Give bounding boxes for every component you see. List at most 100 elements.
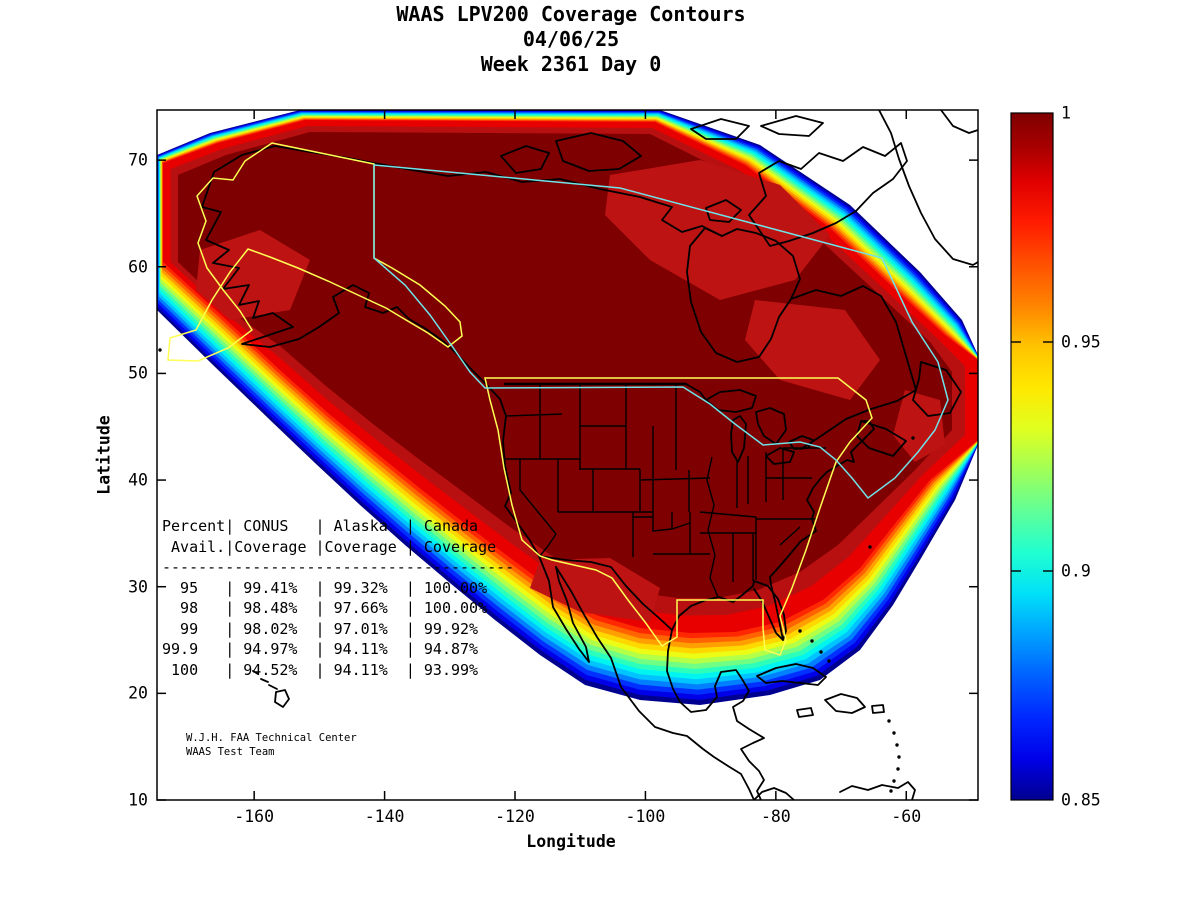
coastline-path — [252, 670, 278, 690]
coastline-path — [555, 566, 755, 800]
state-border — [538, 533, 557, 558]
x-tick-label: -100 — [625, 807, 666, 826]
coverage-table-row: 98 | 98.48% | 97.66% | 100.00% — [162, 599, 488, 617]
attribution-text: W.J.H. FAA Technical Center WAAS Test Tea… — [186, 731, 357, 759]
coastline-path — [769, 420, 875, 641]
attribution-line: WAAS Test Team — [186, 746, 275, 758]
colorbar-tick-label: 0.95 — [1061, 332, 1101, 352]
alaska-service-volume-boundary — [167, 142, 463, 362]
colorbar-tick-label: 0.9 — [1061, 561, 1091, 581]
coastline-path — [538, 555, 673, 631]
coastline-path — [912, 361, 962, 417]
state-borders — [504, 384, 826, 598]
coastline-path — [753, 787, 795, 800]
x-tick-label: -80 — [760, 807, 791, 826]
coverage-table-row: 99 | 98.02% | 97.01% | 99.92% — [162, 619, 479, 638]
contour-core-patch — [605, 160, 830, 300]
coastline-path — [796, 707, 814, 718]
island-dot — [887, 719, 891, 723]
coastline-path — [201, 145, 486, 384]
title-line-2: 04/06/25 — [522, 27, 620, 51]
y-tick-label: 10 — [128, 790, 148, 810]
island-dot — [868, 545, 872, 549]
island-dot — [798, 629, 802, 633]
y-tick-label: 50 — [128, 363, 148, 383]
coastline-path — [484, 382, 540, 557]
coastline-path — [685, 383, 707, 401]
island-dot — [810, 639, 814, 643]
coastline-path — [686, 227, 801, 363]
coastline-path — [274, 689, 290, 708]
island-dot — [889, 789, 893, 793]
coverage-table-row: 95 | 99.41% | 99.32% | 100.00% — [162, 578, 488, 597]
alaska-boundary-path — [167, 142, 463, 362]
title-line-1: WAAS LPV200 Coverage Contours — [396, 2, 746, 26]
state-border — [639, 477, 711, 481]
coastline-path — [839, 781, 916, 800]
island-dot — [827, 659, 831, 663]
island-dot — [892, 779, 896, 783]
coastline-path — [705, 199, 742, 223]
island-dot — [896, 767, 900, 771]
axes-box — [156, 109, 979, 801]
coastline-path — [538, 555, 590, 663]
coastline-path — [705, 389, 757, 413]
coastline-path — [500, 145, 550, 174]
island-dot — [895, 743, 899, 747]
coastline-path — [555, 132, 642, 172]
state-border — [504, 413, 563, 417]
coastline-path — [756, 663, 827, 686]
contour-core-patch — [530, 558, 660, 622]
contour-core-patch — [893, 390, 945, 462]
coastline-path — [856, 420, 907, 457]
x-tick-label: -60 — [891, 807, 922, 826]
coverage-table-header: Avail.|Coverage |Coverage | Coverage — [162, 537, 497, 556]
coastline-path — [790, 285, 917, 450]
x-tick-label: -160 — [234, 807, 275, 826]
title-line-3: Week 2361 Day 0 — [480, 52, 662, 76]
state-border — [706, 456, 719, 598]
coastline-path — [730, 415, 747, 463]
coastline-path — [671, 580, 787, 641]
coastlines — [201, 110, 978, 800]
canada-boundary-path — [373, 164, 949, 500]
x-axis-label: Longitude — [526, 832, 616, 851]
x-tick-label: -120 — [495, 807, 535, 826]
coverage-table-row: 100 | 94.52% | 94.11% | 93.99% — [162, 660, 479, 679]
small-islands — [158, 348, 915, 793]
coastline-path — [760, 115, 824, 137]
plot-title: WAAS LPV200 Coverage Contours 04/06/25 W… — [157, 2, 985, 77]
state-border — [652, 512, 691, 532]
y-tick-label: 60 — [128, 257, 148, 277]
y-tick-label: 30 — [128, 577, 148, 597]
coastline-path — [878, 110, 978, 266]
coverage-table-separator: --------------------------------------- — [162, 558, 515, 576]
canada-service-volume-boundary — [373, 164, 949, 500]
island-dot — [911, 436, 915, 440]
state-border — [779, 526, 801, 546]
coastline-path — [666, 629, 765, 800]
island-dot — [892, 731, 896, 735]
coastline-path — [755, 407, 787, 445]
colorbar-gradient — [1010, 112, 1054, 801]
contour-field — [157, 110, 978, 705]
coverage-table-row: 99.9 | 94.97% | 94.11% | 94.87% — [162, 640, 479, 658]
coverage-table-header: Percent| CONUS | Alaska | Canada — [162, 517, 479, 535]
colorbar-tick-label: 1 — [1061, 103, 1071, 123]
colorbar-tick-label: 0.85 — [1061, 790, 1101, 810]
state-border — [699, 511, 757, 518]
conus-boundary-path — [484, 377, 873, 656]
contour-core-patch — [745, 300, 880, 400]
colorbar — [1010, 112, 1054, 801]
y-tick-label: 40 — [128, 470, 148, 490]
x-tick-label: -140 — [364, 807, 405, 826]
coastline-path — [824, 693, 866, 714]
attribution-line: W.J.H. FAA Technical Center — [186, 732, 357, 744]
coastline-path — [748, 142, 908, 247]
state-border — [519, 459, 557, 535]
y-tick-label: 70 — [128, 150, 148, 170]
coverage-table: Percent| CONUS | Alaska | Canada Avail.|… — [162, 516, 514, 680]
plot-border — [156, 109, 979, 801]
